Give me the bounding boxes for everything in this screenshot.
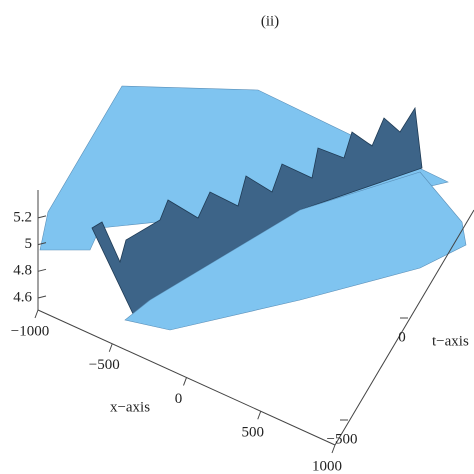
x-tick — [183, 377, 187, 386]
x-tick — [257, 411, 262, 420]
x-tick-label: −500 — [89, 357, 120, 373]
z-tick-label: 5 — [25, 236, 33, 252]
x-tick-label: 500 — [242, 425, 265, 441]
back-sheet — [39, 85, 449, 251]
z-tick-label: 4.6 — [13, 289, 32, 305]
z-tick-label: 5.2 — [13, 209, 32, 225]
x-tick-label: −1000 — [11, 323, 49, 339]
y-axis-label: t−axis — [432, 333, 469, 349]
x-tick — [34, 309, 39, 319]
x-axis-label: x−axis — [110, 399, 150, 415]
z-tick — [37, 242, 47, 246]
x-tick — [331, 444, 336, 454]
front-sheet — [124, 171, 467, 331]
surface — [39, 85, 467, 331]
z-tick — [37, 268, 47, 272]
z-tick — [37, 295, 47, 299]
y-tick-label: 0 — [398, 329, 406, 345]
z-tick-label: 4.8 — [13, 263, 32, 279]
x-tick — [108, 343, 113, 352]
x-tick-label: 1000 — [312, 458, 342, 474]
chart-title: (ii) — [261, 13, 279, 29]
x-tick-label: 0 — [175, 391, 183, 407]
y-tick-label: −500 — [327, 431, 358, 447]
z-tick — [37, 215, 47, 219]
y-axis-line — [334, 209, 474, 446]
ridge — [91, 106, 423, 319]
